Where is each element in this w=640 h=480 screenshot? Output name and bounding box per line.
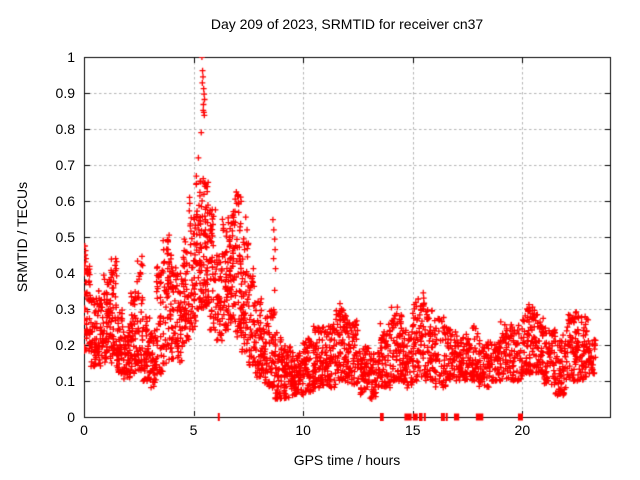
y-tick-label: 0.4: [55, 265, 75, 281]
y-tick-label: 0.3: [55, 301, 75, 317]
x-tick-label: 5: [189, 422, 198, 438]
y-tick-label: 0.6: [55, 193, 75, 209]
x-tick-label: 10: [295, 422, 311, 438]
y-tick-label: 0: [67, 409, 75, 425]
x-tick-label: 0: [80, 422, 88, 438]
y-tick-label: 1: [67, 49, 75, 65]
y-tick-label: 0.5: [55, 229, 75, 245]
x-axis-title: GPS time / hours: [293, 452, 401, 468]
y-axis-title-text: SRMTID / TECUs: [14, 181, 30, 293]
y-tick-label: 0.7: [55, 157, 75, 173]
y-tick-label: 0.9: [55, 85, 75, 101]
x-tick-label: 15: [404, 422, 421, 438]
x-tick-label: 20: [514, 422, 531, 438]
y-tick-label: 0.1: [55, 373, 75, 389]
y-tick-label: 0.2: [55, 337, 75, 353]
y-tick-label: 0.8: [55, 121, 75, 137]
